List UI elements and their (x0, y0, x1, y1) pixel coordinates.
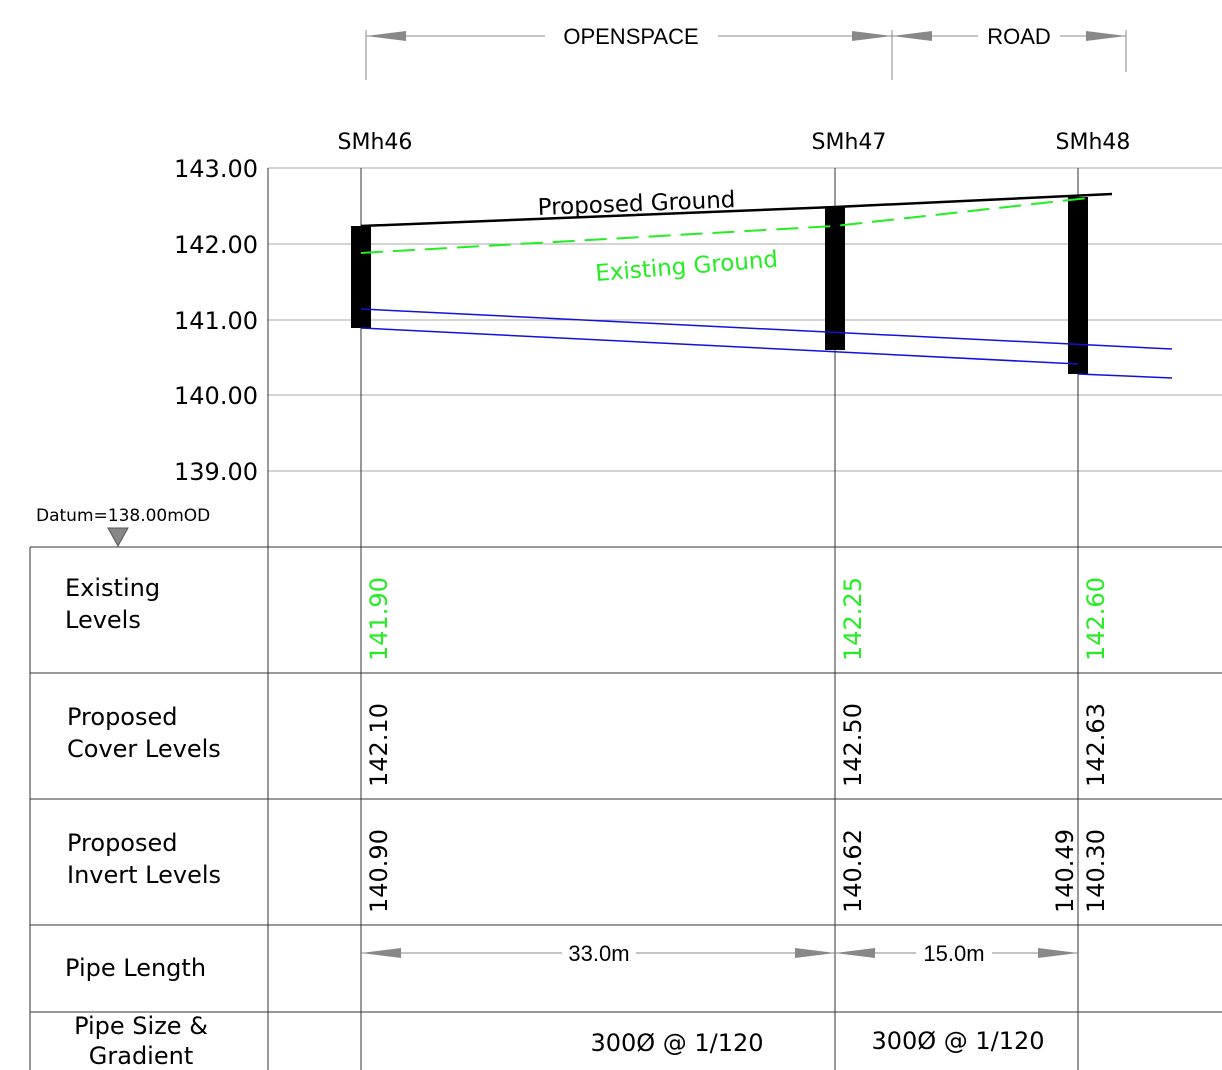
row-label-proposed-cover: Proposed (67, 703, 178, 731)
dimension-arrow (892, 31, 932, 41)
dimension-arrow (366, 31, 406, 41)
zone-label-road: ROAD (987, 24, 1051, 49)
pipe-length-dimension: 33.0m 15.0m (361, 941, 1078, 966)
row-label-existing-levels: Existing (65, 574, 160, 602)
tick-label: 143.00 (174, 155, 258, 183)
row-label-proposed-cover: Cover Levels (67, 735, 221, 763)
cover-level-smh46: 142.10 (365, 703, 393, 787)
pipe-length-1: 33.0m (568, 941, 629, 966)
pipe-invert-line (360, 327, 1079, 365)
row-label-proposed-invert: Invert Levels (67, 861, 221, 889)
pipe-size-2: 300Ø @ 1/120 (871, 1027, 1044, 1055)
existing-level-smh47: 142.25 (839, 577, 867, 661)
level-axis: 143.00 142.00 141.00 140.00 139.00 Datum… (36, 155, 1222, 1070)
invert-level-smh48-incoming: 140.49 (1051, 829, 1079, 913)
row-label-pipe-length: Pipe Length (65, 954, 206, 982)
tick-label: 140.00 (174, 382, 258, 410)
manhole-label-smh48: SMh48 (1056, 130, 1131, 155)
row-label-proposed-invert: Proposed (67, 829, 178, 857)
datum-label: Datum=138.00mOD (36, 506, 210, 526)
zone-dimension-bar: OPENSPACE ROAD (365, 24, 1127, 80)
proposed-ground-label: Proposed Ground (537, 187, 736, 221)
existing-ground-label: Existing Ground (594, 247, 778, 287)
tick-label: 142.00 (174, 231, 258, 259)
manhole-shaft-smh47 (825, 207, 845, 350)
tick-label: 141.00 (174, 307, 258, 335)
invert-level-smh46: 140.90 (365, 829, 393, 913)
proposed-ground-line (360, 192, 1113, 228)
dimension-arrow (835, 948, 875, 958)
zone-label-openspace: OPENSPACE (563, 24, 698, 49)
invert-level-smh47: 140.62 (839, 829, 867, 913)
data-table (29, 546, 1222, 1070)
existing-ground-line (360, 197, 1089, 254)
tick-label: 139.00 (174, 458, 258, 486)
datum-marker-icon (107, 527, 129, 548)
existing-level-smh46: 141.90 (365, 577, 393, 661)
pipe-length-2: 15.0m (923, 941, 984, 966)
manhole-label-smh47: SMh47 (812, 130, 887, 155)
pipe-soffit-line (360, 308, 1173, 350)
pipe-size-1: 300Ø @ 1/120 (590, 1029, 763, 1057)
invert-level-smh48-outgoing: 140.30 (1082, 829, 1110, 913)
manhole-shaft-smh48 (1068, 197, 1088, 374)
dimension-arrow (1038, 948, 1078, 958)
dimension-arrow (1086, 31, 1126, 41)
cover-level-smh48: 142.63 (1082, 703, 1110, 787)
pipe-invert-line-outgoing (1077, 373, 1173, 379)
dimension-arrow (795, 948, 835, 958)
cover-level-smh47: 142.50 (839, 703, 867, 787)
dimension-arrow (852, 31, 892, 41)
dimension-arrow (361, 948, 401, 958)
existing-level-smh48: 142.60 (1082, 577, 1110, 661)
manhole-shaft-smh46 (351, 226, 371, 328)
row-label-pipe-size: Pipe Size & (74, 1012, 208, 1040)
row-label-existing-levels: Levels (65, 606, 141, 634)
manhole-label-smh46: SMh46 (338, 130, 413, 155)
row-label-pipe-size: Gradient (89, 1042, 193, 1070)
